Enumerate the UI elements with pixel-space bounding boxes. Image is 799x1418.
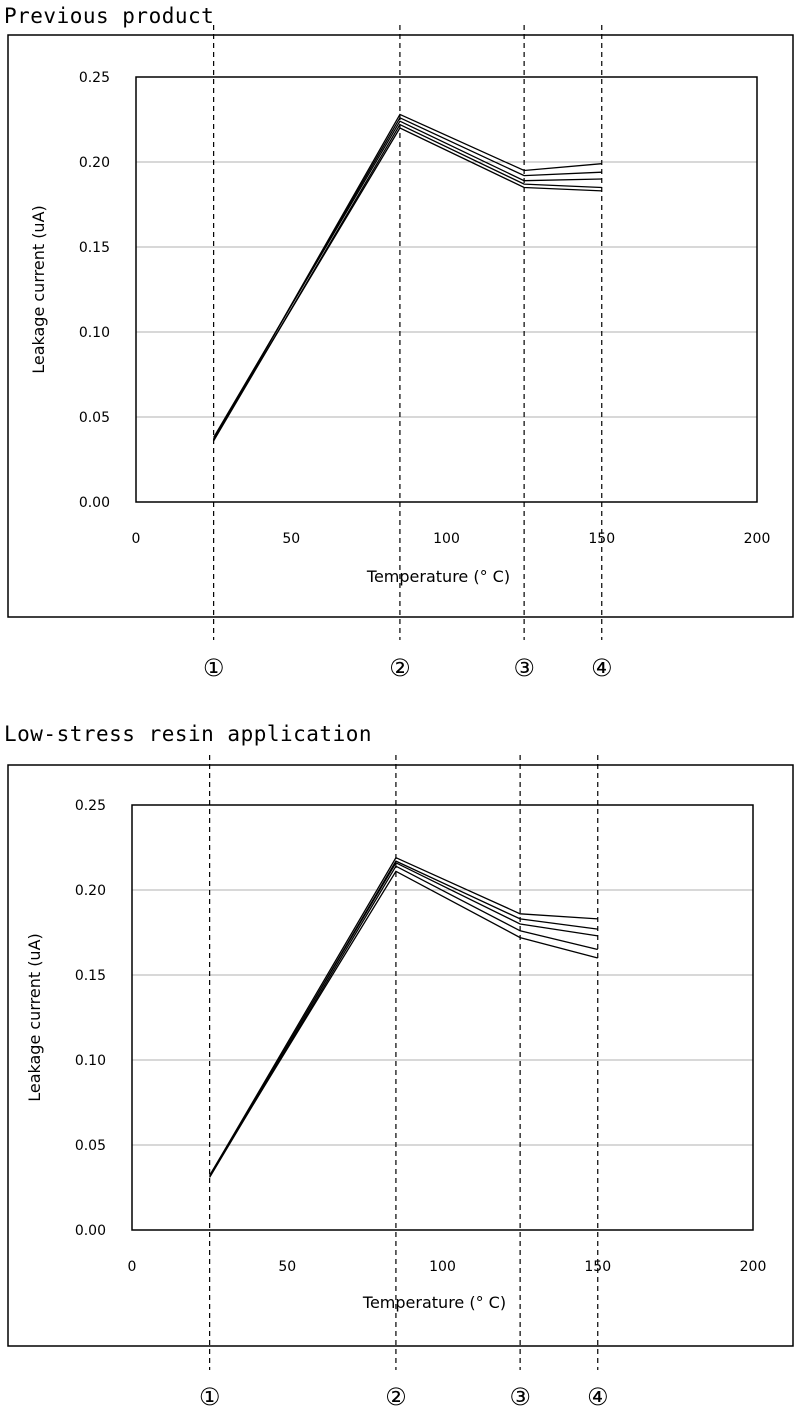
x-tick-label: 0 — [128, 1259, 137, 1275]
y-tick-label: 0.15 — [79, 240, 110, 256]
y-tick-label: 0.10 — [79, 325, 110, 341]
marker-label-2: ② — [389, 654, 411, 682]
x-tick-label: 0 — [132, 531, 141, 547]
marker-label-3: ③ — [513, 654, 535, 682]
chart-title: Low-stress resin application — [4, 722, 373, 746]
marker-label-1: ① — [199, 1383, 221, 1411]
plot-area — [135, 76, 758, 503]
y-tick-label: 0.10 — [75, 1053, 106, 1069]
series-line-3 — [213, 120, 602, 438]
y-tick-label: 0.05 — [79, 410, 110, 426]
chart-frame — [7, 764, 794, 1347]
marker-label-2: ② — [385, 1383, 407, 1411]
chart-title: Previous product — [4, 4, 215, 28]
y-tick-label: 0.15 — [75, 968, 106, 984]
y-tick-label: 0.25 — [79, 70, 110, 86]
y-axis-label: Leakage current (uA) — [29, 205, 48, 374]
marker-label-4: ④ — [587, 1383, 609, 1411]
leakage-chart-previous: 0.000.050.100.150.200.250 50 100 150 200Temp… — [7, 25, 794, 682]
plot-area — [131, 804, 754, 1231]
y-axis-label: Leakage current (uA) — [25, 933, 44, 1102]
x-tick-label: 100 — [429, 1259, 456, 1275]
series-line-5 — [209, 870, 598, 1176]
x-axis-label: Temperature (° C) — [366, 567, 510, 586]
marker-label-1: ① — [203, 654, 225, 682]
y-tick-label: 0.00 — [75, 1223, 106, 1239]
series-line-2 — [209, 860, 598, 1178]
x-tick-label: 100 — [433, 531, 460, 547]
y-tick-label: 0.20 — [75, 883, 106, 899]
y-tick-label: 0.20 — [79, 155, 110, 171]
marker-label-4: ④ — [591, 654, 613, 682]
series-line-5 — [213, 127, 602, 440]
x-axis-label: Temperature (° C) — [362, 1293, 506, 1312]
series-line-4 — [209, 865, 598, 1178]
series-line-1 — [209, 856, 598, 1176]
y-tick-label: 0.00 — [79, 495, 110, 511]
x-tick-label: 50 — [278, 1259, 296, 1275]
x-tick-label: 200 — [740, 1259, 767, 1275]
y-tick-label: 0.05 — [75, 1138, 106, 1154]
marker-label-3: ③ — [509, 1383, 531, 1411]
x-tick-label: 50 — [282, 531, 300, 547]
series-line-3 — [209, 861, 598, 1176]
x-tick-label: 200 — [744, 531, 771, 547]
x-tick-label: 150 — [584, 1259, 611, 1275]
y-tick-label: 0.25 — [75, 798, 106, 814]
